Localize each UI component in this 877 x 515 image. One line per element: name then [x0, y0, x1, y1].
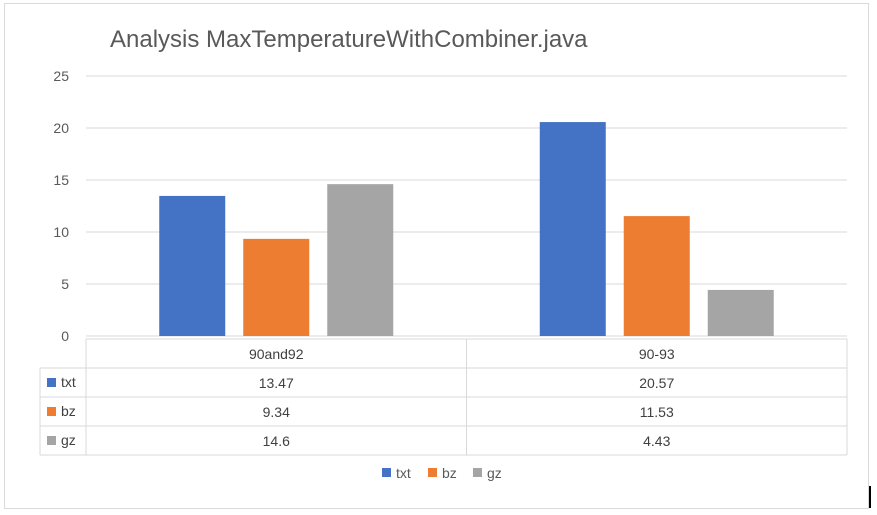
- chart-area: Analysis MaxTemperatureWithCombiner.java…: [4, 3, 869, 509]
- y-tick-label: 10: [53, 224, 69, 240]
- bar-txt-2: [539, 122, 606, 337]
- table-value: 20.57: [639, 375, 674, 391]
- table-key-txt: [47, 378, 56, 387]
- bar-txt-1: [159, 195, 226, 336]
- bar-bz-1: [243, 238, 310, 336]
- bar-bz-2: [623, 216, 690, 336]
- window-edge-marker: [869, 486, 871, 508]
- legend: txt bz gz: [382, 465, 502, 481]
- table-value: 11.53: [640, 404, 674, 420]
- table-value: 4.43: [643, 433, 670, 449]
- legend-key-txt: [382, 468, 391, 477]
- bar-gz-1: [327, 184, 394, 336]
- table-series-label: gz: [61, 432, 76, 448]
- legend-label: txt: [396, 465, 411, 481]
- table-key-gz: [47, 436, 56, 445]
- table-series-label: bz: [61, 403, 76, 419]
- table-series-label: txt: [61, 374, 76, 390]
- legend-label: gz: [487, 465, 502, 481]
- legend-key-bz: [428, 468, 437, 477]
- table-value: 13.47: [259, 375, 294, 391]
- table-value: 14.6: [263, 433, 290, 449]
- bars: [159, 122, 774, 337]
- table-value: 9.34: [263, 404, 290, 420]
- bar-gz-2: [707, 289, 774, 336]
- y-tick-label: 15: [53, 172, 69, 188]
- y-tick-label: 20: [53, 120, 69, 136]
- y-tick-label: 25: [53, 68, 69, 84]
- legend-key-gz: [473, 468, 482, 477]
- category-label: 90and92: [249, 346, 304, 362]
- legend-label: bz: [442, 465, 457, 481]
- y-tick-label: 0: [61, 328, 69, 344]
- chart-title: Analysis MaxTemperatureWithCombiner.java: [110, 26, 588, 53]
- table-key-bz: [47, 407, 56, 416]
- category-label: 90-93: [639, 346, 675, 362]
- data-table: 90and92 90-93 txt 13.47 20.57 bz 9.34 11.53 gz 14…: [39, 338, 848, 456]
- bar-chart: Analysis MaxTemperatureWithCombiner.java…: [39, 26, 848, 481]
- y-tick-label: 5: [61, 276, 69, 292]
- y-axis-ticks: 0 5 10 15 20 25: [53, 68, 69, 344]
